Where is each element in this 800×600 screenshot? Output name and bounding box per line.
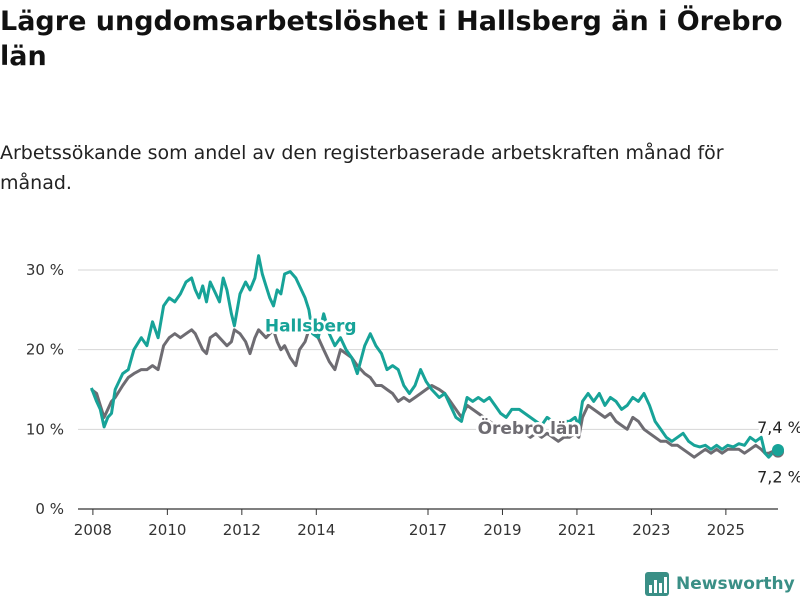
chart-title: Lägre ungdomsarbetslöshet i Hallsberg än… [0,6,783,72]
x-tick-label: 2012 [223,521,261,539]
x-tick-label: 2008 [74,521,112,539]
chart-subtitle: Arbetssökande som andel av den registerb… [0,142,724,194]
series-label-orebro-lan-halo: Örebro län [478,417,580,439]
series-line-orebro-lan [90,324,778,459]
series-label-hallsberg-halo: Hallsberg [265,316,357,336]
end-value-hallsberg-halo: 7,4 % [757,418,800,437]
x-tick-label: 2025 [707,521,745,539]
x-tick-label: 2023 [632,521,670,539]
x-tick-label: 2017 [409,521,447,539]
x-axis-ticks: 2008 2010 2012 2014 2017 2019 2021 2023 2025 [74,509,745,539]
series-lines [90,254,784,459]
brand-name: Newsworthy [676,574,795,594]
y-axis-ticks: 0 % 10 % 20 % 30 % [26,261,64,518]
series-label-hallsberg: Hallsberg [265,316,357,336]
y-tick-label: 20 % [26,341,64,359]
end-value-orebro-lan: 7,2 % [757,468,800,487]
y-tick-label: 30 % [26,261,64,279]
x-tick-label: 2019 [483,521,521,539]
y-tick-label: 0 % [35,500,64,518]
newsworthy-logo-icon [645,572,669,596]
y-tick-label: 10 % [26,420,64,438]
end-value-hallsberg: 7,4 % [757,418,800,437]
x-tick-label: 2010 [148,521,186,539]
series-line-hallsberg [90,254,779,459]
end-value-orebro-lan-halo: 7,2 % [757,468,800,487]
x-tick-label: 2021 [558,521,596,539]
brand-logo[interactable]: Newsworthy [644,570,795,598]
series-label-orebro-lan: Örebro län [478,417,580,439]
x-tick-label: 2014 [297,521,335,539]
series-end-marker-hallsberg [772,444,784,457]
